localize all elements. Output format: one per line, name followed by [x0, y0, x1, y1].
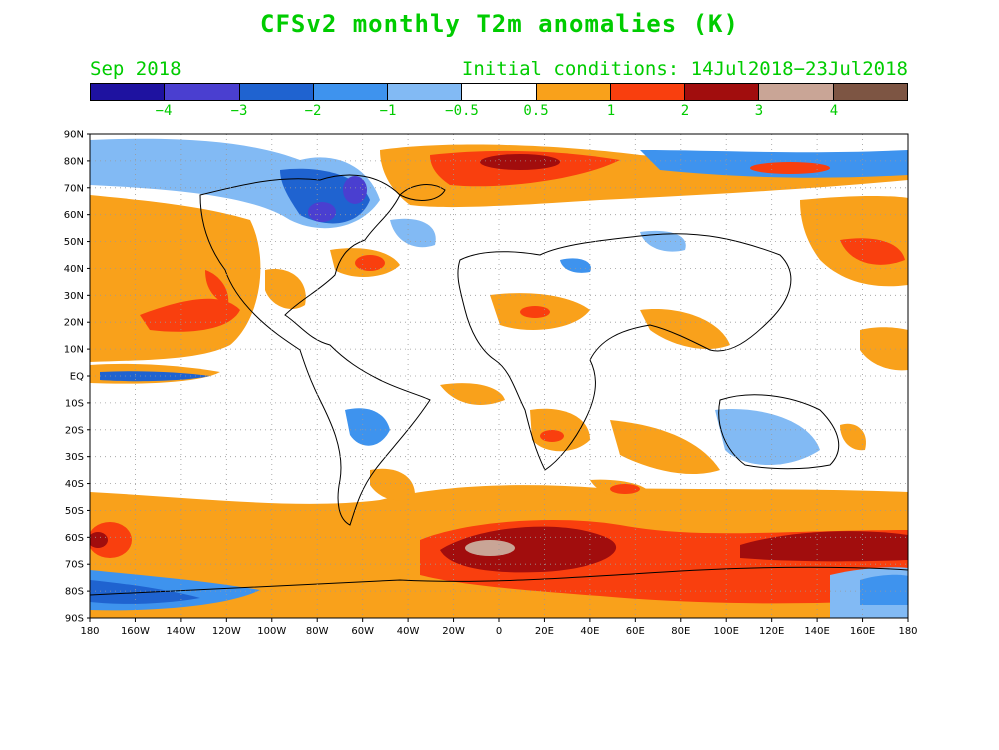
colorbar-label: −4 [155, 103, 173, 119]
anomaly-region-cool [390, 218, 436, 248]
lat-tick-label: 80N [64, 156, 84, 167]
anomaly-region-strong-warm [610, 484, 640, 494]
anomaly-region-extreme [465, 540, 515, 556]
anomaly-region-warm [860, 327, 908, 371]
forecast-month: Sep 2018 [90, 58, 182, 80]
colorbar-label: 1 [606, 103, 616, 119]
lat-tick-label: 90N [64, 130, 84, 141]
colorbar-segment [462, 84, 537, 100]
lat-tick-label: 20S [65, 425, 84, 436]
lat-tick-label: 40S [65, 479, 84, 490]
lat-tick-label: 60N [64, 210, 84, 221]
anomaly-region-warm [370, 468, 415, 501]
anomaly-region-hot [740, 531, 908, 562]
colorbar-segment [313, 84, 389, 100]
lat-tick-label: 70N [64, 183, 84, 194]
lon-tick-label: 40W [397, 626, 420, 637]
longitude-axis: 180 160W 140W 120W 100W 80W 60W 40W 20W 0 20E 40E 60… [80, 618, 918, 637]
anomaly-region-strong-warm [520, 306, 550, 318]
lat-tick-label: 50N [64, 237, 84, 248]
colorbar-labels: −4 −3 −2 −1 −0.5 0.5 1 2 3 4 [90, 103, 908, 121]
anomaly-region-warm [90, 195, 261, 362]
lon-tick-label: 180 [898, 626, 917, 637]
lon-tick-label: 100E [714, 626, 739, 637]
colorbar-label: −3 [230, 103, 248, 119]
anomaly-region-cold [860, 574, 908, 605]
lat-tick-label: 50S [65, 506, 84, 517]
lon-tick-label: 0 [496, 626, 502, 637]
colorbar-segment [165, 84, 240, 100]
lon-tick-label: 160W [121, 626, 150, 637]
initial-conditions: Initial conditions: 14Jul2018−23Jul2018 [461, 58, 908, 80]
lat-tick-label: 90S [65, 614, 84, 625]
anomaly-region-strong-warm [750, 162, 830, 174]
colorbar-segment [388, 84, 463, 100]
anomaly-region-cool [640, 230, 686, 252]
colorbar-label: 2 [680, 103, 690, 119]
lon-tick-label: 80W [306, 626, 329, 637]
anomaly-region-warm [840, 423, 866, 451]
anomaly-region-warm [610, 420, 720, 475]
colorbar-segment [536, 84, 611, 100]
anomaly-region-hot [90, 532, 108, 548]
anomaly-region-strong-warm [840, 238, 905, 265]
anomaly-region-hot [440, 526, 617, 573]
lon-tick-label: 20E [535, 626, 554, 637]
anomaly-region-cool [715, 409, 820, 465]
colorbar-label: −1 [379, 103, 397, 119]
anomaly-region-cool [560, 258, 591, 273]
lon-tick-label: 140E [804, 626, 829, 637]
colorbar-label: −0.5 [445, 103, 479, 119]
lon-tick-label: 40E [580, 626, 599, 637]
lon-tick-label: 20W [442, 626, 465, 637]
lon-tick-label: 80E [671, 626, 690, 637]
lat-tick-label: 40N [64, 264, 84, 275]
colorbar-segment [91, 84, 166, 100]
lon-tick-label: 60E [626, 626, 645, 637]
lon-tick-label: 140W [166, 626, 195, 637]
anomaly-region-hot [480, 154, 560, 170]
anomaly-region-warm [265, 269, 306, 310]
colorbar-label: 0.5 [523, 103, 549, 119]
lon-tick-label: 180 [80, 626, 99, 637]
grid [90, 134, 908, 618]
lat-tick-label: 10S [65, 398, 84, 409]
anomaly-region-warm [440, 383, 505, 405]
lon-tick-label: 160E [850, 626, 875, 637]
lon-tick-label: 60W [351, 626, 374, 637]
colorbar-label: 4 [829, 103, 839, 119]
anomaly-region-strong-warm [205, 270, 229, 305]
lon-tick-label: 120W [212, 626, 241, 637]
anomaly-region-strong-warm [540, 430, 564, 442]
anomaly-region-very-cold [308, 202, 336, 222]
colorbar-label: 3 [754, 103, 764, 119]
lat-tick-label: 30N [64, 291, 84, 302]
lat-tick-label: 20N [64, 318, 84, 329]
lat-tick-label: 10N [64, 345, 84, 356]
anomaly-region-very-cold [343, 176, 367, 204]
colorbar-segment [759, 84, 834, 100]
anomaly-region-strong-warm [90, 522, 132, 558]
lat-tick-label: 80S [65, 587, 84, 598]
colorbar-segment [833, 84, 907, 100]
lat-tick-label: EQ [70, 372, 84, 383]
lon-tick-label: 120E [759, 626, 784, 637]
colorbar-label: −2 [304, 103, 322, 119]
lat-tick-label: 60S [65, 533, 84, 544]
lat-tick-label: 30S [65, 452, 84, 463]
lat-tick-label: 70S [65, 560, 84, 571]
anomaly-field [90, 134, 908, 618]
latitude-axis: 90N 80N 70N 60N 50N 40N 30N 20N 10N EQ 10S 20S 30S 40… [64, 130, 90, 625]
colorbar-segment [239, 84, 314, 100]
anomaly-region-warm [640, 309, 730, 350]
anomaly-region-strong-warm [140, 298, 240, 332]
colorbar [90, 83, 908, 101]
anomaly-region-cool [345, 408, 390, 446]
chart-title: CFSv2 monthly T2m anomalies (K) [260, 10, 739, 38]
colorbar-segment [610, 84, 686, 100]
lon-tick-label: 100W [257, 626, 286, 637]
colorbar-segment [685, 84, 760, 100]
